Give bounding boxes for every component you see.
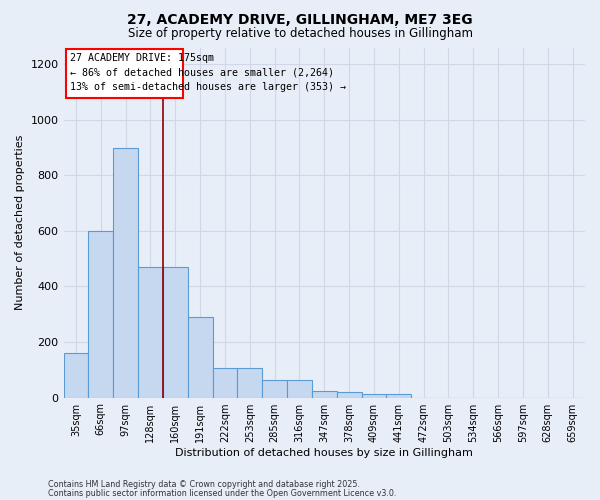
Bar — [163, 267, 188, 398]
Bar — [337, 392, 362, 398]
Bar — [312, 390, 337, 398]
Text: ← 86% of detached houses are smaller (2,264): ← 86% of detached houses are smaller (2,… — [70, 68, 334, 78]
Bar — [88, 231, 113, 398]
Bar — [64, 353, 88, 398]
Bar — [238, 368, 262, 398]
Text: 27, ACADEMY DRIVE, GILLINGHAM, ME7 3EG: 27, ACADEMY DRIVE, GILLINGHAM, ME7 3EG — [127, 12, 473, 26]
Bar — [262, 380, 287, 398]
Bar — [66, 49, 183, 98]
Y-axis label: Number of detached properties: Number of detached properties — [15, 135, 25, 310]
Bar — [138, 267, 163, 398]
Bar — [113, 148, 138, 398]
Bar — [362, 394, 386, 398]
Bar — [386, 394, 411, 398]
Bar — [287, 380, 312, 398]
Text: Size of property relative to detached houses in Gillingham: Size of property relative to detached ho… — [128, 28, 473, 40]
Text: Contains HM Land Registry data © Crown copyright and database right 2025.: Contains HM Land Registry data © Crown c… — [48, 480, 360, 489]
X-axis label: Distribution of detached houses by size in Gillingham: Distribution of detached houses by size … — [175, 448, 473, 458]
Bar — [212, 368, 238, 398]
Text: Contains public sector information licensed under the Open Government Licence v3: Contains public sector information licen… — [48, 489, 397, 498]
Text: 13% of semi-detached houses are larger (353) →: 13% of semi-detached houses are larger (… — [70, 82, 346, 92]
Text: 27 ACADEMY DRIVE: 175sqm: 27 ACADEMY DRIVE: 175sqm — [70, 53, 214, 63]
Bar — [188, 317, 212, 398]
